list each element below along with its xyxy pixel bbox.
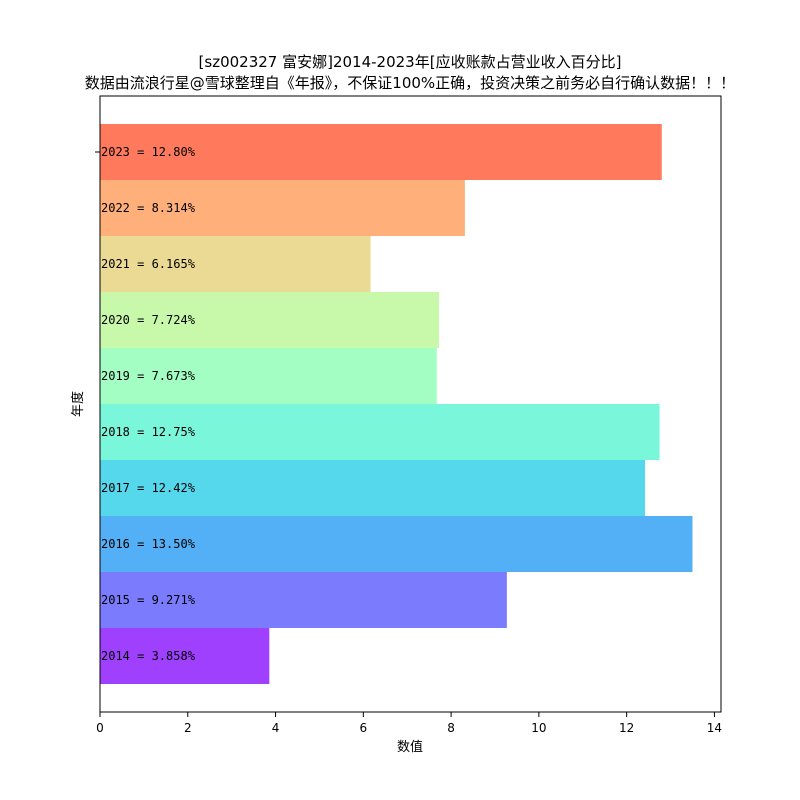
bar-2023 <box>100 124 662 180</box>
bar-label-2018: 2018 = 12.75% <box>101 425 196 439</box>
bar-label-2015: 2015 = 9.271% <box>101 593 196 607</box>
bar-2018 <box>100 404 660 460</box>
chart-title: [sz002327 富安娜]2014-2023年[应收账款占营业收入百分比] <box>199 53 622 71</box>
x-tick-label: 14 <box>707 721 722 735</box>
bar-2016 <box>100 516 693 572</box>
bar-label-2021: 2021 = 6.165% <box>101 257 196 271</box>
x-tick-label: 8 <box>447 721 455 735</box>
bar-2021 <box>100 236 371 292</box>
x-tick-label: 2 <box>184 721 192 735</box>
bar-2017 <box>100 460 646 516</box>
bar-label-2014: 2014 = 3.858% <box>101 649 196 663</box>
bar-label-2017: 2017 = 12.42% <box>101 481 196 495</box>
bar-label-2022: 2022 = 8.314% <box>101 201 196 215</box>
bar-label-2016: 2016 = 13.50% <box>101 537 196 551</box>
bar-2022 <box>100 180 465 236</box>
bar-label-2023: 2023 = 12.80% <box>101 145 196 159</box>
x-ticks-group: 0 2 4 6 8 10 12 14 <box>96 712 722 735</box>
bar-label-2020: 2020 = 7.724% <box>101 313 196 327</box>
bar-label-2019: 2019 = 7.673% <box>101 369 196 383</box>
bar-2014 <box>100 628 270 684</box>
bar-labels-group: 2014 = 3.858% 2015 = 9.271% 2016 = 13.50% 2… <box>101 145 196 663</box>
chart-subtitle: 数据由流浪行星@雪球整理自《年报》，不保证100%正确，投资决策之前务必自行确认… <box>85 74 735 92</box>
x-tick-label: 6 <box>360 721 368 735</box>
bars-group <box>100 124 693 684</box>
x-axis-label: 数值 <box>397 739 423 755</box>
y-axis-label: 年度 <box>70 391 86 417</box>
bar-2020 <box>100 292 439 348</box>
x-tick-label: 10 <box>531 721 546 735</box>
bar-2015 <box>100 572 507 628</box>
plot-frame <box>99 95 722 713</box>
x-tick-label: 12 <box>619 721 634 735</box>
x-tick-label: 4 <box>272 721 280 735</box>
x-tick-label: 0 <box>96 721 104 735</box>
bar-2019 <box>100 348 437 404</box>
